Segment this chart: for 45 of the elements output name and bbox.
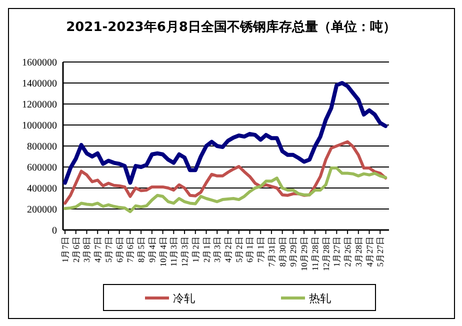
line-series <box>63 81 388 185</box>
x-tick-label: 5月7日 <box>103 236 114 262</box>
x-tick-label: 4月7日 <box>92 236 103 262</box>
line-series <box>64 166 388 214</box>
y-tick-label: 1000000 <box>22 120 57 132</box>
legend-label: 热轧 <box>309 292 331 305</box>
x-tick-label: 2月26日 <box>342 236 353 267</box>
x-tick-label: 11月3日 <box>168 236 179 266</box>
x-tick-label: 3月8日 <box>82 236 92 262</box>
line-series <box>64 140 388 205</box>
x-tick-label: 12月28日 <box>320 236 331 271</box>
x-tick-label: 5月2日 <box>234 236 244 262</box>
x-tick-label: 8月30日 <box>277 236 288 267</box>
x-tick-label: 7月31日 <box>266 236 276 267</box>
x-tick-label: 6月1日 <box>244 236 255 262</box>
x-tick-label: 1月27日 <box>332 236 342 267</box>
x-tick-label: 12月3日 <box>180 236 190 267</box>
x-tick-label: 2月1日 <box>201 236 212 262</box>
y-tick-label: 1600000 <box>22 58 57 68</box>
x-tick-label: 7月6日 <box>125 236 136 262</box>
x-tick-label: 10月29日 <box>299 236 310 271</box>
x-tick-label: 5月27日 <box>375 236 386 267</box>
x-tick-label: 3月28日 <box>353 236 364 267</box>
legend-label: 冷轧 <box>173 292 195 305</box>
y-tick-label: 800000 <box>27 142 57 152</box>
x-tick-label: 9月4日 <box>146 236 157 262</box>
x-tick-label: 1月2日 <box>190 236 200 262</box>
x-tick-label: 1月7日 <box>60 236 70 262</box>
y-tick-label: 0 <box>52 226 57 236</box>
y-tick-label: 400000 <box>27 184 57 194</box>
x-tick-label: 6月6日 <box>114 236 124 262</box>
y-tick-label: 200000 <box>27 204 57 216</box>
y-tick-label: 1400000 <box>22 78 57 90</box>
x-tick-label: 4月27日 <box>364 236 374 267</box>
x-tick-label: 10月4日 <box>158 236 168 267</box>
chart-title: 2021-2023年6月8日全国不锈钢库存总量（单位：吨） <box>66 19 396 35</box>
x-tick-label: 4月2日 <box>223 236 233 262</box>
x-tick-label: 7月1日 <box>256 236 266 262</box>
x-tick-label: 9月29日 <box>288 236 298 267</box>
x-tick-label: 3月3日 <box>212 236 222 262</box>
x-tick-label: 2月6日 <box>70 236 81 262</box>
x-tick-label: 8月5日 <box>136 236 146 262</box>
y-tick-label: 1200000 <box>22 100 57 110</box>
y-tick-label: 600000 <box>27 162 57 174</box>
x-tick-label: 11月28日 <box>310 236 320 271</box>
